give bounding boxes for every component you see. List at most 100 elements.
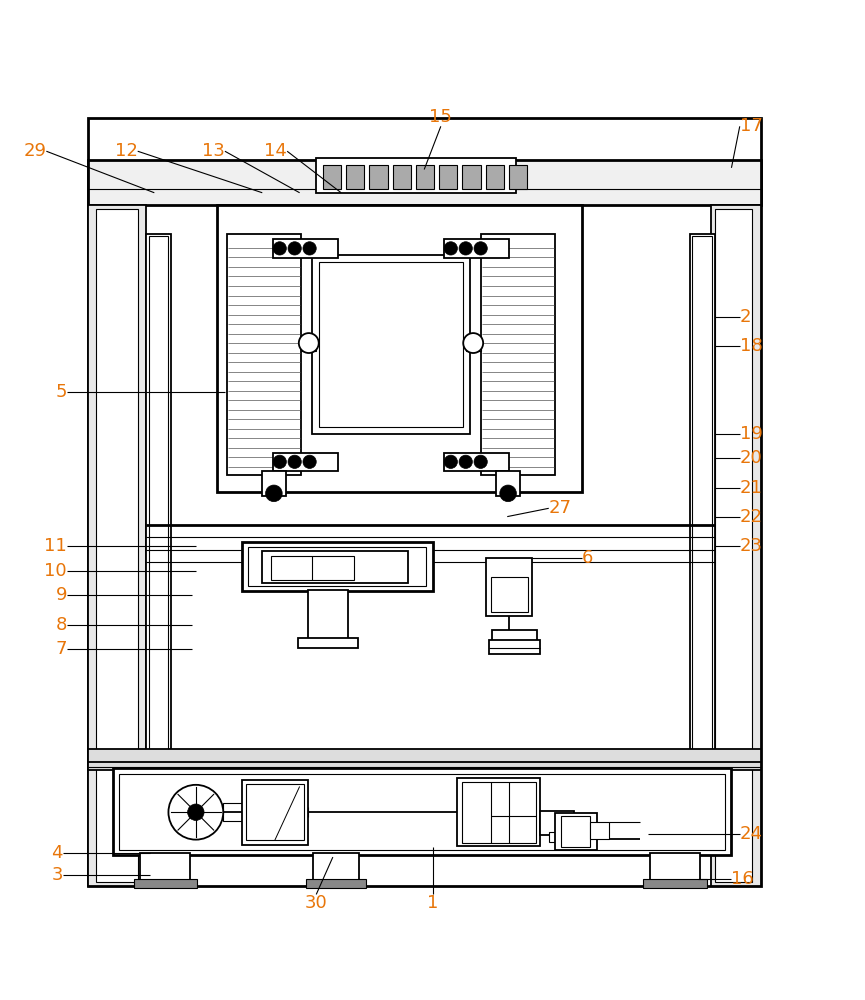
Bar [301,336,317,351]
Bar [96,209,138,882]
Circle shape [273,242,286,255]
Text: 23: 23 [740,537,763,555]
Bar [313,853,359,882]
Text: 22: 22 [740,508,763,526]
Text: 19: 19 [740,425,763,443]
Bar [216,205,582,492]
Bar [492,630,537,643]
Bar [346,165,364,189]
Bar [650,853,700,882]
Bar [133,879,197,888]
Circle shape [444,455,458,468]
Text: 13: 13 [202,142,225,160]
Text: 27: 27 [548,499,572,517]
Bar [308,590,348,641]
Bar [298,638,358,648]
Circle shape [500,485,516,502]
Circle shape [188,804,204,820]
Circle shape [288,455,301,468]
Bar [273,239,338,258]
Text: 5: 5 [55,383,67,401]
Bar [541,811,573,835]
Bar [146,234,171,774]
Text: 12: 12 [115,142,138,160]
Text: 6: 6 [582,549,593,567]
Bar [317,158,516,193]
Bar [489,640,541,654]
Circle shape [288,242,301,255]
Bar [462,782,536,843]
Bar [497,471,520,496]
Circle shape [169,785,223,840]
Bar [112,768,732,855]
Bar [416,165,434,189]
Bar [711,205,760,886]
Bar [692,236,713,772]
Bar [644,879,708,888]
Bar [312,255,470,434]
Text: 10: 10 [44,562,67,580]
Circle shape [474,455,487,468]
Text: 8: 8 [55,616,67,634]
Bar [223,803,241,821]
Bar [119,774,725,850]
Text: 9: 9 [55,586,67,604]
Text: 16: 16 [732,870,754,888]
Bar [140,853,190,882]
Circle shape [474,242,487,255]
Bar [481,234,555,475]
Text: 1: 1 [426,894,439,912]
Bar [306,879,366,888]
Text: 4: 4 [52,844,63,862]
Bar [485,165,504,189]
Bar [444,239,509,258]
Circle shape [459,242,472,255]
Text: 18: 18 [740,337,763,355]
Text: 29: 29 [23,142,47,160]
Text: 17: 17 [740,117,763,135]
Text: 3: 3 [52,866,63,884]
Circle shape [298,333,318,353]
Bar [590,822,609,839]
Bar [271,556,354,580]
Bar [393,165,411,189]
Bar [463,165,481,189]
Text: 14: 14 [265,142,287,160]
Text: 15: 15 [429,108,452,126]
Circle shape [444,242,458,255]
Bar [555,813,597,850]
Bar [248,547,426,586]
Bar [323,165,341,189]
Bar [465,336,481,351]
Circle shape [464,333,484,353]
Bar [561,816,590,847]
Bar [714,209,753,882]
Bar [149,236,169,772]
Bar [88,205,146,886]
Bar [318,262,464,427]
Circle shape [303,455,317,468]
Text: 20: 20 [740,449,763,467]
Circle shape [303,242,317,255]
Bar [88,749,760,770]
Text: 24: 24 [740,825,763,843]
Bar [486,558,532,616]
Bar [88,160,760,205]
Bar [439,165,458,189]
Bar [369,165,388,189]
Bar [273,453,338,471]
Bar [246,784,304,840]
Text: 21: 21 [740,479,763,497]
Bar [509,165,527,189]
Bar [241,780,308,845]
Bar [262,551,407,583]
Bar [241,542,432,591]
Bar [444,453,509,471]
Bar [548,832,573,842]
Circle shape [459,455,472,468]
Text: 30: 30 [304,894,328,912]
Circle shape [266,485,282,502]
Text: 11: 11 [44,537,67,555]
Bar [262,471,285,496]
Bar [490,577,528,612]
